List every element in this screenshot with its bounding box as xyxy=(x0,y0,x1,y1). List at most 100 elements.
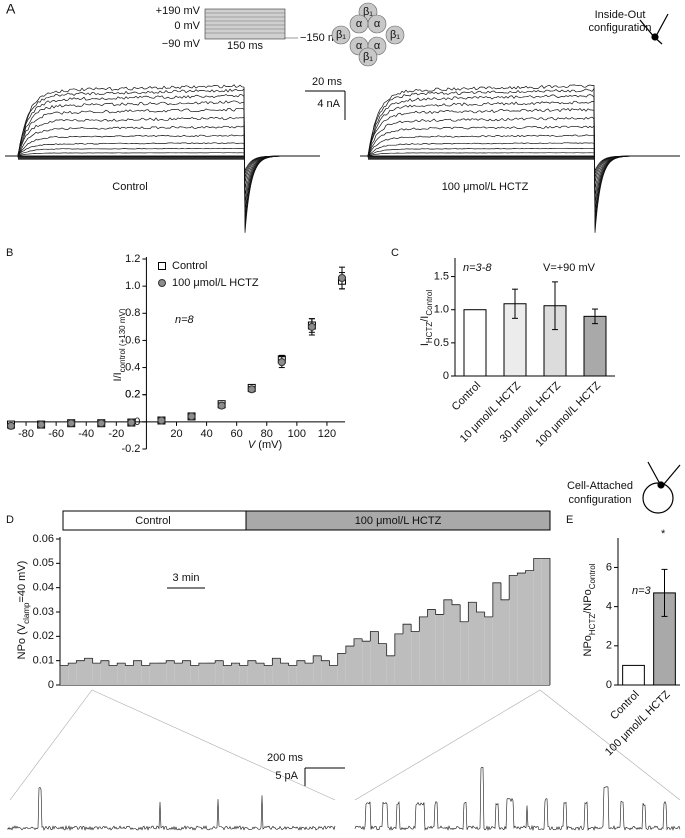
step-line xyxy=(214,660,224,664)
y-tick-label: 0.05 xyxy=(33,557,54,569)
step-area xyxy=(509,575,518,685)
y-axis-label: NPo (Vclamp=40 mV) xyxy=(16,561,31,660)
panel-label: B xyxy=(6,247,13,259)
y-tick-label: 0 xyxy=(134,416,140,428)
step-area xyxy=(378,643,387,685)
step-area xyxy=(272,658,281,685)
panel-label: D xyxy=(6,514,14,526)
subunit-label: β₁ xyxy=(363,51,373,63)
y-axis-label-part: I xyxy=(419,343,431,346)
step-line xyxy=(378,631,387,645)
step-line xyxy=(141,660,150,666)
y-tick-label: 0.2 xyxy=(125,389,140,401)
marker xyxy=(37,420,46,429)
step-line xyxy=(182,660,191,664)
error-bar xyxy=(512,288,518,319)
step-line xyxy=(304,660,314,664)
step-area xyxy=(435,614,444,685)
marker xyxy=(217,401,226,410)
legend-label: 100 μmol/L HCTZ xyxy=(172,277,259,289)
step-area xyxy=(370,631,379,685)
x-tick-label: -60 xyxy=(48,428,64,440)
step-line xyxy=(165,660,175,664)
y-axis-label-part: HCTZ xyxy=(425,322,434,343)
marker xyxy=(307,322,316,331)
step-line xyxy=(296,660,305,666)
annotation: n=3-8 xyxy=(463,262,492,274)
y-axis-label: I/Icontrol (+130 mV) xyxy=(112,308,127,381)
scale-label: 200 ms xyxy=(267,752,304,764)
scale-bars xyxy=(304,90,346,786)
step-line xyxy=(329,660,338,666)
step-line xyxy=(198,662,207,666)
y-tick-label: 0 xyxy=(443,370,449,382)
x-tick-label: 40 xyxy=(200,428,212,440)
step-line xyxy=(386,643,395,657)
step-area xyxy=(427,609,436,685)
protocol-box xyxy=(204,8,286,40)
error-bar xyxy=(661,568,668,617)
marker xyxy=(247,385,256,394)
step-line xyxy=(361,638,371,642)
scale-label: 20 ms xyxy=(312,76,342,88)
annotation: n=3 xyxy=(632,585,652,597)
y-tick-label: 6 xyxy=(606,561,612,573)
current-trace xyxy=(5,134,320,190)
y-tick-label: 0.04 xyxy=(33,582,54,594)
y-tick-label: 1.5 xyxy=(434,270,449,282)
scale-label: 3 min xyxy=(173,572,200,584)
bar xyxy=(583,315,607,377)
subunit-label: α xyxy=(356,40,363,52)
step-area xyxy=(207,663,216,685)
step-area xyxy=(443,599,452,685)
config-label: configuration xyxy=(589,22,652,34)
step-line xyxy=(149,662,158,666)
y-tick-label: 0 xyxy=(48,679,54,691)
step-area xyxy=(321,660,330,685)
y-axis-label-part: I/I xyxy=(112,372,124,381)
step-area xyxy=(133,660,142,685)
y-tick-label: 0.03 xyxy=(33,606,54,618)
trace-label: Control xyxy=(112,181,147,193)
x-tick-label: 80 xyxy=(261,428,273,440)
step-area xyxy=(223,665,232,685)
current-trace xyxy=(5,100,320,219)
y-tick-label: 1.0 xyxy=(434,304,449,316)
step-area xyxy=(419,616,428,685)
y-axis-label-part: NPo xyxy=(582,635,594,656)
step-area xyxy=(337,653,346,685)
step-line xyxy=(190,660,199,666)
step-line xyxy=(516,572,526,576)
step-area xyxy=(174,663,183,685)
current-trace xyxy=(5,84,320,233)
trace-label: 100 μmol/L HCTZ xyxy=(442,181,529,193)
subunit-label: β₁ xyxy=(363,6,373,18)
step-area xyxy=(386,655,395,685)
step-area xyxy=(215,660,224,685)
step-line xyxy=(100,660,109,664)
step-line xyxy=(410,624,420,632)
y-tick-label: 0.8 xyxy=(125,307,140,319)
error-bar xyxy=(592,308,598,325)
step-area xyxy=(256,663,265,685)
step-area xyxy=(288,665,297,685)
y-axis-label-part: control (+130 mV) xyxy=(118,308,127,372)
step-line xyxy=(427,609,436,617)
step-area xyxy=(182,660,191,685)
step-area xyxy=(468,602,477,685)
step-area xyxy=(60,665,69,685)
marker xyxy=(277,358,286,367)
config-label: configuration xyxy=(569,494,632,506)
step-area xyxy=(280,663,289,685)
y-tick-label: 0.5 xyxy=(434,337,449,349)
legend-marker xyxy=(158,262,166,270)
x-axis-label: V (mV) xyxy=(248,439,282,451)
step-area xyxy=(517,573,526,685)
step-line xyxy=(92,658,101,664)
y-axis-label-part: NPo (V xyxy=(16,623,28,659)
y-tick-label: 0.06 xyxy=(33,533,54,545)
step-area xyxy=(345,646,354,685)
step-line xyxy=(239,663,248,666)
step-line xyxy=(500,582,510,601)
